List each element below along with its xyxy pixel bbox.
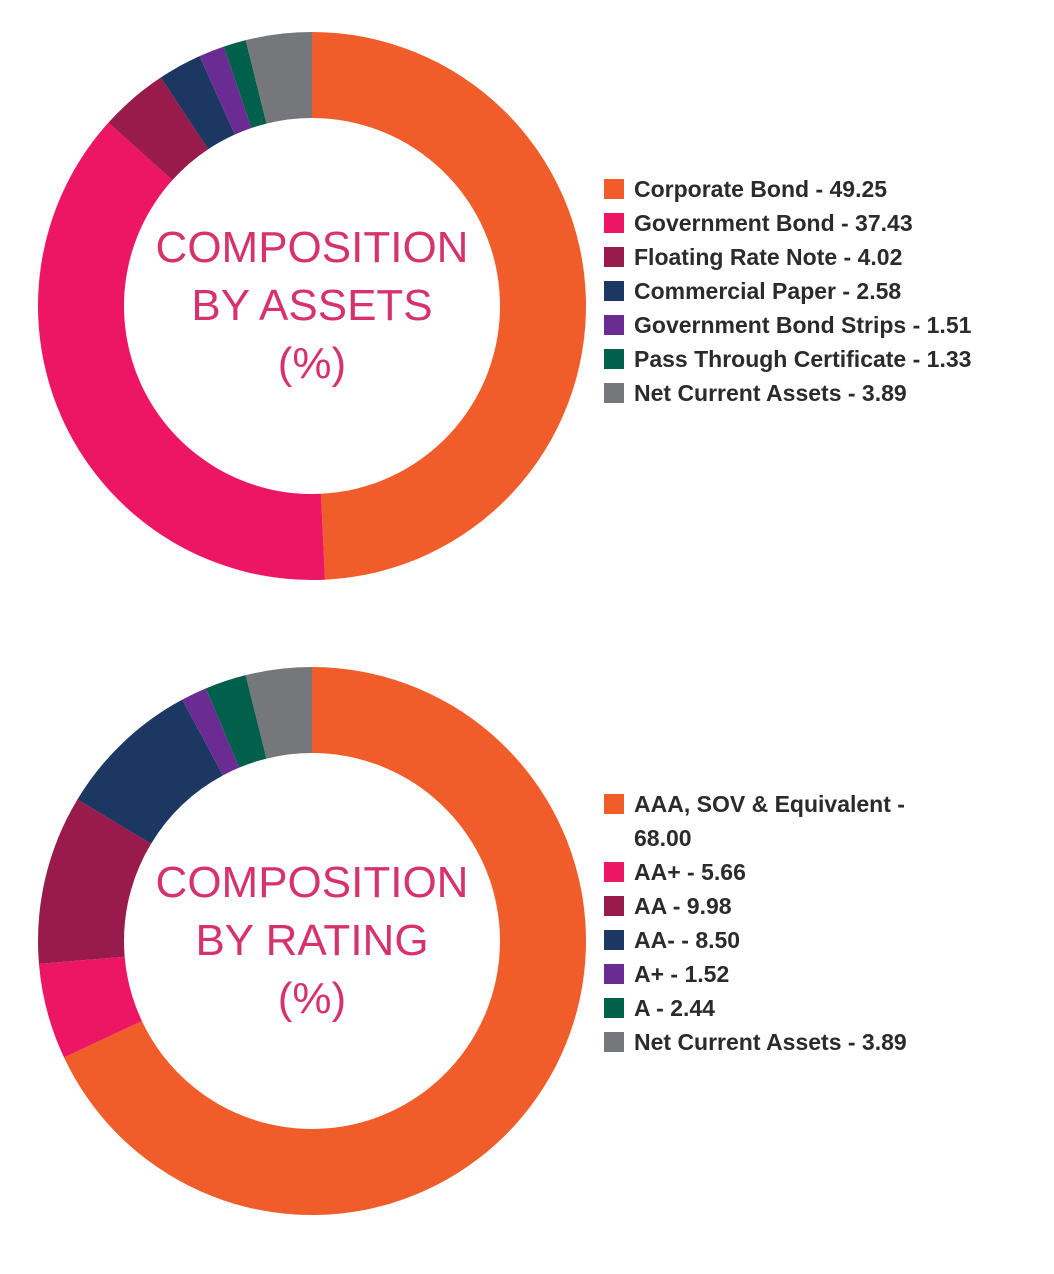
rating-center-title: COMPOSITION BY RATING (%) xyxy=(36,665,588,1217)
legend-swatch xyxy=(604,930,624,950)
legend-label: Government Bond - 37.43 xyxy=(634,210,913,236)
legend-item: Government Bond - 37.43 xyxy=(604,206,1044,240)
donut-slice-1 xyxy=(64,667,586,1215)
legend-label: Government Bond Strips - 1.51 xyxy=(634,312,972,338)
rating-center-line-3: (%) xyxy=(277,974,347,1023)
legend-item: AA+ - 5.66 xyxy=(604,855,1044,889)
legend-swatch xyxy=(604,179,624,199)
legend-label: Net Current Assets - 3.89 xyxy=(634,1029,907,1055)
donut-slice-5 xyxy=(199,46,252,135)
legend-label: A - 2.44 xyxy=(634,995,715,1021)
rating-center-line-1: COMPOSITION xyxy=(155,858,469,907)
legend-label: AA- - 8.50 xyxy=(634,927,741,953)
assets-center-line-2: BY ASSETS xyxy=(191,281,433,330)
legend-item: Government Bond Strips - 1.51 xyxy=(604,308,1044,342)
legend-swatch xyxy=(604,998,624,1018)
legend-swatch xyxy=(604,281,624,301)
legend-item: Net Current Assets - 3.89 xyxy=(604,1025,1044,1059)
donut-slice-7 xyxy=(245,32,312,124)
legend-label: Floating Rate Note - 4.02 xyxy=(634,244,903,270)
legend-item: Net Current Assets - 3.89 xyxy=(604,376,1044,410)
legend-swatch xyxy=(604,964,624,984)
legend-item: AA - 9.98 xyxy=(604,889,1044,923)
donut-slice-6 xyxy=(223,40,267,129)
legend-label: A+ - 1.52 xyxy=(634,961,730,987)
donut-slice-6 xyxy=(205,675,267,768)
assets-center-line-1: COMPOSITION xyxy=(155,223,469,272)
composition-by-rating-chart: COMPOSITION BY RATING (%) AAA, SOV & Equ… xyxy=(0,665,1054,1225)
donut-slice-3 xyxy=(108,77,209,181)
legend-item: A - 2.44 xyxy=(604,991,1044,1025)
legend-swatch xyxy=(604,383,624,403)
rating-legend: AAA, SOV & Equivalent - 68.00 AA+ - 5.66… xyxy=(604,787,1044,1059)
donut-slice-2 xyxy=(37,122,325,581)
legend-item: AA- - 8.50 xyxy=(604,923,1044,957)
legend-item: A+ - 1.52 xyxy=(604,957,1044,991)
legend-label: Commercial Paper - 2.58 xyxy=(634,278,902,304)
legend-swatch xyxy=(604,349,624,369)
assets-legend: Corporate Bond - 49.25 Government Bond -… xyxy=(604,172,1044,410)
legend-swatch xyxy=(604,794,624,814)
legend-swatch xyxy=(604,315,624,335)
legend-swatch xyxy=(604,213,624,233)
legend-label: AA - 9.98 xyxy=(634,893,732,919)
legend-label: Net Current Assets - 3.89 xyxy=(634,380,907,406)
assets-center-line-3: (%) xyxy=(277,339,347,388)
donut-slice-4 xyxy=(160,56,235,150)
legend-label: Corporate Bond - 49.25 xyxy=(634,176,888,202)
legend-label: AAA, SOV & Equivalent - 68.00 xyxy=(634,791,905,851)
legend-swatch xyxy=(604,247,624,267)
legend-swatch xyxy=(604,896,624,916)
rating-center-line-2: BY RATING xyxy=(195,916,429,965)
donut-slice-3 xyxy=(37,799,152,964)
donut-slice-1 xyxy=(312,32,587,580)
legend-item: Pass Through Certificate - 1.33 xyxy=(604,342,1044,376)
donut-slice-5 xyxy=(182,688,240,776)
assets-center-title: COMPOSITION BY ASSETS (%) xyxy=(36,30,588,582)
legend-swatch xyxy=(604,862,624,882)
legend-item: Commercial Paper - 2.58 xyxy=(604,274,1044,308)
donut-slice-7 xyxy=(245,667,312,759)
legend-item: Corporate Bond - 49.25 xyxy=(604,172,1044,206)
donut-slice-2 xyxy=(38,956,142,1058)
rating-donut xyxy=(37,667,586,1215)
legend-label: Pass Through Certificate - 1.33 xyxy=(634,346,972,372)
legend-swatch xyxy=(604,1032,624,1052)
legend-label: AA+ - 5.66 xyxy=(634,859,746,885)
assets-donut xyxy=(37,32,587,581)
legend-item: AAA, SOV & Equivalent - 68.00 xyxy=(604,787,1044,855)
donut-slice-4 xyxy=(77,699,223,844)
composition-by-assets-chart: COMPOSITION BY ASSETS (%) Corporate Bond… xyxy=(0,30,1054,590)
legend-item: Floating Rate Note - 4.02 xyxy=(604,240,1044,274)
